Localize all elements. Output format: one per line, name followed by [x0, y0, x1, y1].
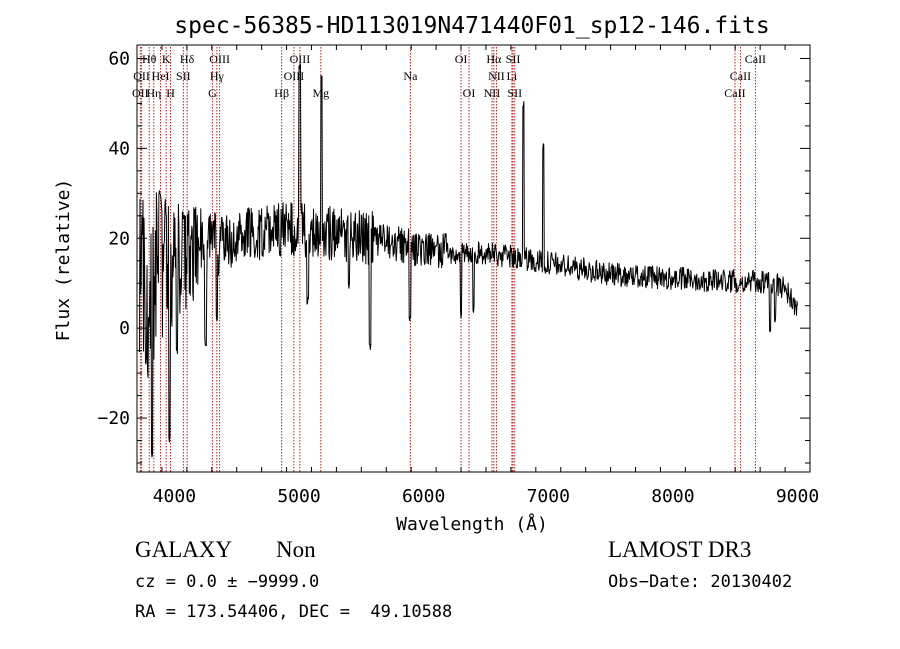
x-tick-label: 6000	[402, 486, 445, 507]
x-tick-label: 7000	[527, 486, 570, 507]
line-label: OIII	[290, 52, 311, 66]
line-label: OIII	[209, 52, 230, 66]
spectrum-line	[139, 63, 798, 458]
x-tick-label: 4000	[153, 486, 196, 507]
line-label: OI	[463, 86, 476, 100]
line-label: Li	[507, 69, 518, 83]
line-label: G	[208, 86, 217, 100]
x-tick-label: 5000	[277, 486, 320, 507]
y-tick-label: 40	[108, 138, 130, 159]
y-axis-label: Flux (relative)	[53, 179, 74, 342]
x-axis-label: Wavelength (Å)	[396, 513, 548, 535]
line-label: OI	[455, 52, 468, 66]
y-tick-label: −20	[97, 408, 130, 429]
x-tick-label: 9000	[776, 486, 819, 507]
line-label: NII	[488, 69, 505, 83]
line-label: SII	[507, 86, 522, 100]
line-label: SII	[506, 52, 521, 66]
line-label: CaII	[730, 69, 751, 83]
line-label: OII	[132, 86, 149, 100]
y-tick-label: 0	[119, 318, 130, 339]
coordinates-text: RA = 173.54406, DEC = 49.10588	[135, 602, 453, 622]
plot-frame	[136, 44, 811, 473]
x-axis-ticks: 4000 5000 6000 7000 8000 9000	[153, 45, 819, 507]
obs-date-text: Obs−Date: 20130402	[608, 572, 793, 592]
line-label: Hθ	[142, 52, 157, 66]
line-label: K	[162, 52, 171, 66]
line-label: NII	[484, 86, 501, 100]
y-tick-label: 20	[108, 228, 130, 249]
line-label: CaII	[745, 52, 766, 66]
line-label: Hδ	[180, 52, 195, 66]
chart-title: spec-56385-HD113019N471440F01_sp12-146.f…	[174, 13, 769, 39]
line-label: Hα	[486, 52, 502, 66]
line-label: SII	[176, 69, 191, 83]
y-axis-ticks: −20 0 20 40 60	[97, 48, 810, 464]
redshift-text: cz = 0.0 ± −9999.0	[135, 572, 320, 592]
x-tick-label: 8000	[651, 486, 694, 507]
line-label: HeI	[152, 69, 170, 83]
line-label: Hγ	[210, 69, 225, 83]
class-label: GALAXY	[135, 537, 233, 562]
survey-label: LAMOST DR3	[608, 537, 752, 562]
line-label: Hη	[146, 86, 161, 100]
line-label: H	[166, 86, 175, 100]
subclass-label: Non	[276, 537, 316, 562]
line-label: OIII	[284, 69, 305, 83]
line-label: CaII	[724, 86, 745, 100]
line-label: Na	[403, 69, 418, 83]
line-label: Hβ	[274, 86, 289, 100]
y-tick-label: 60	[108, 48, 130, 69]
